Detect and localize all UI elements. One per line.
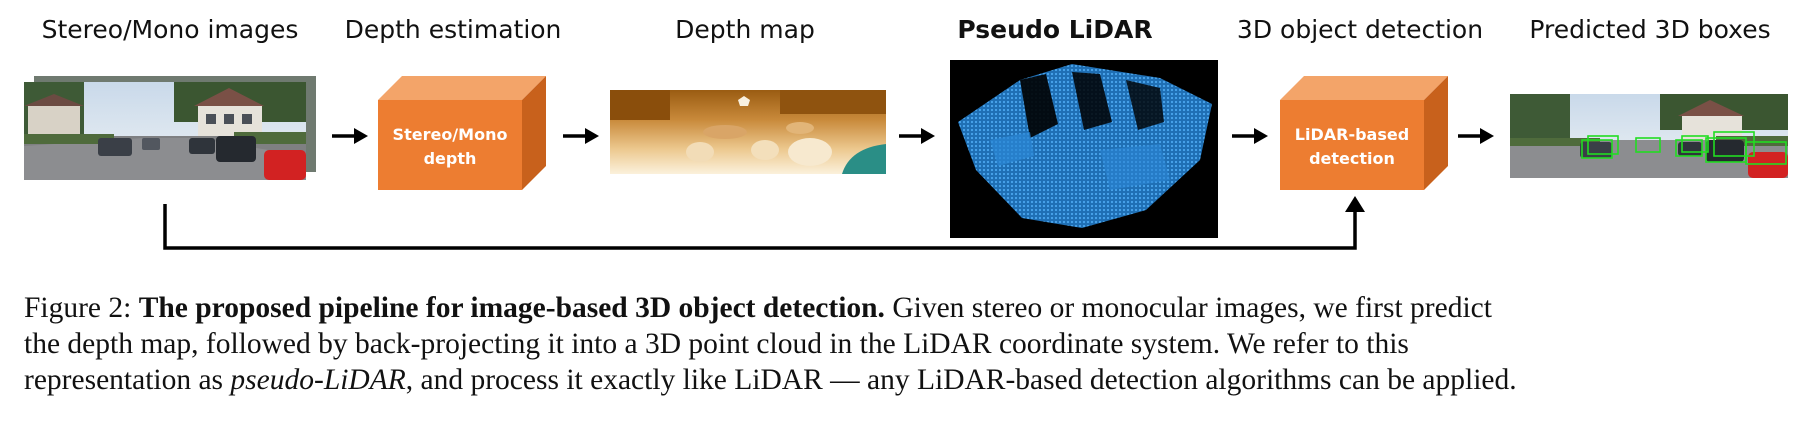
pseudo-lidar-point-cloud — [950, 60, 1218, 238]
cube-label-line2: depth — [424, 149, 477, 168]
stage-title-pseudo-lidar: Pseudo LiDAR — [957, 15, 1153, 44]
arrow-right-icon — [1458, 128, 1494, 144]
arrow-right-icon — [563, 128, 599, 144]
predicted-3d-boxes-image — [1510, 94, 1788, 178]
stage-title-depth-map: Depth map — [675, 15, 815, 44]
pipeline-figure: Stereo/Mono images Depth estimation Dept… — [24, 15, 1788, 250]
lidar-based-detection-cube: LiDAR-based detection — [1280, 76, 1448, 190]
arrow-right-icon — [332, 128, 368, 144]
skip-connection-arrow — [163, 196, 1365, 250]
caption-figure-label: Figure 2: — [24, 292, 132, 324]
arrow-right-icon — [1232, 128, 1268, 144]
stage-title-3d-object-detection: 3D object detection — [1236, 15, 1484, 44]
cube-label-line1: Stereo/Mono — [393, 125, 508, 144]
cube-label-line1: LiDAR-based — [1295, 125, 1409, 144]
stage-title-depth-estimation: Depth estimation — [344, 15, 562, 44]
caption-line3-post: , and process it exactly like LiDAR — an… — [405, 364, 1517, 396]
stage-title-predicted-3d-boxes: Predicted 3D boxes — [1529, 15, 1771, 44]
caption-line3-pre: representation as — [24, 364, 224, 396]
caption-line1-rest: Given stereo or monocular images, we fir… — [892, 292, 1492, 324]
stereo-mono-depth-cube: Stereo/Mono depth — [378, 76, 546, 190]
arrow-right-icon — [899, 128, 935, 144]
caption-line-1: Figure 2: The proposed pipeline for imag… — [24, 290, 1786, 326]
depth-map-image — [610, 90, 886, 174]
caption-line-2: the depth map, followed by back-projecti… — [24, 328, 1409, 360]
figure-caption: Figure 2: The proposed pipeline for imag… — [24, 290, 1786, 398]
stage-title-stereo-mono-images: Stereo/Mono images — [41, 15, 299, 44]
input-street-image — [24, 76, 316, 180]
caption-line-3: representation as pseudo-LiDAR, and proc… — [24, 362, 1786, 398]
caption-line3-italic: pseudo-LiDAR — [230, 364, 406, 396]
detection-boxes — [1581, 131, 1787, 165]
caption-bold-title: The proposed pipeline for image-based 3D… — [138, 292, 885, 324]
cube-label-line2: detection — [1309, 149, 1395, 168]
